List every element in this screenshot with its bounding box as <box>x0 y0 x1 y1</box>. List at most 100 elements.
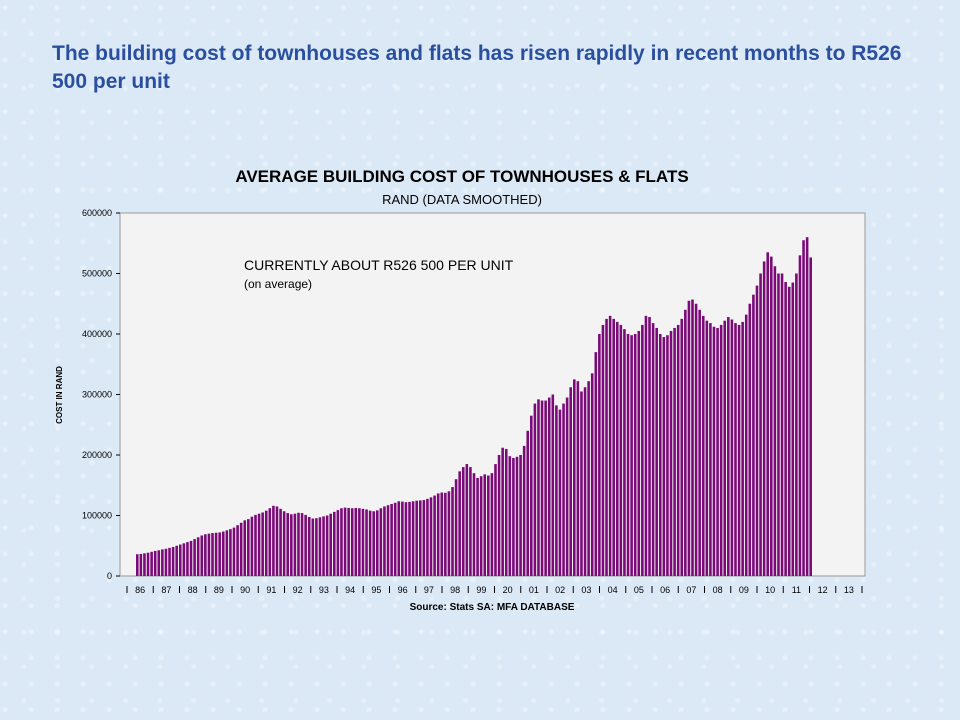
bar <box>469 467 472 576</box>
bar <box>340 508 343 576</box>
bar <box>565 397 569 576</box>
bar <box>684 309 687 576</box>
bar <box>279 508 282 576</box>
bar <box>623 329 626 576</box>
bar <box>669 330 673 576</box>
bar-chart: AVERAGE BUILDING COST OF TOWNHOUSES & FL… <box>55 167 866 613</box>
bar <box>730 319 734 576</box>
bar <box>236 525 239 576</box>
bar <box>487 475 490 576</box>
bar <box>143 553 146 576</box>
bar <box>404 502 408 576</box>
chart-subtitle: RAND (DATA SMOOTHED) <box>382 192 542 207</box>
bar <box>193 539 196 576</box>
bar <box>698 309 701 576</box>
bar <box>221 531 225 576</box>
bar <box>734 323 737 576</box>
bar <box>494 464 497 576</box>
bar <box>465 464 469 576</box>
bar <box>497 455 501 576</box>
bar <box>257 513 261 576</box>
x-tick-label: 96 <box>398 585 408 595</box>
y-tick-label: 100000 <box>82 511 112 521</box>
bar <box>268 508 272 576</box>
bar <box>558 409 562 577</box>
chart-title: AVERAGE BUILDING COST OF TOWNHOUSES & FL… <box>235 167 688 186</box>
bar <box>168 547 171 576</box>
chart-container: AVERAGE BUILDING COST OF TOWNHOUSES & FL… <box>0 150 960 630</box>
bar <box>415 500 418 576</box>
bar <box>748 303 752 576</box>
y-tick-label: 0 <box>107 571 112 581</box>
bar <box>547 397 551 576</box>
y-tick-label: 500000 <box>82 269 112 279</box>
x-tick-label: 10 <box>765 585 775 595</box>
x-tick-label: 04 <box>608 585 618 595</box>
bar <box>318 517 322 576</box>
bar <box>676 324 680 576</box>
bar <box>375 510 379 576</box>
bar <box>587 381 590 576</box>
bar <box>569 387 572 576</box>
bar <box>182 543 186 576</box>
bar <box>333 511 336 576</box>
bar <box>436 493 440 576</box>
bar <box>504 448 508 576</box>
bar <box>694 303 698 576</box>
bar <box>358 508 361 576</box>
bar <box>744 314 748 576</box>
bar <box>139 553 143 576</box>
bar <box>583 387 587 576</box>
bar <box>297 512 300 576</box>
bar <box>633 334 637 576</box>
x-tick-label: 11 <box>792 585 801 595</box>
bar <box>712 326 716 576</box>
bar <box>189 540 193 576</box>
bar <box>365 509 368 576</box>
bar <box>146 552 150 576</box>
bar <box>178 544 182 576</box>
x-tick-label: 94 <box>345 585 355 595</box>
bars-group <box>136 237 812 577</box>
bar <box>311 518 315 576</box>
x-tick-label: 08 <box>713 585 723 595</box>
bar <box>239 522 243 576</box>
bar <box>286 513 290 576</box>
bar <box>175 545 178 576</box>
bar <box>451 487 454 576</box>
bar <box>490 473 494 576</box>
bar <box>805 237 809 576</box>
bar <box>809 257 812 576</box>
x-tick-label: 06 <box>660 585 670 595</box>
x-tick-label: 09 <box>739 585 749 595</box>
bar <box>157 550 161 576</box>
bar <box>390 504 393 576</box>
x-tick-label: 01 <box>529 585 539 595</box>
x-tick-label: 20 <box>503 585 513 595</box>
bar <box>598 334 601 576</box>
bar <box>264 510 268 576</box>
bar <box>393 502 397 576</box>
bar <box>229 529 232 576</box>
bar <box>737 324 741 576</box>
bar <box>508 456 512 576</box>
x-tick-label: 12 <box>818 585 828 595</box>
bar <box>716 327 719 576</box>
bar <box>136 554 139 576</box>
bar <box>426 498 429 576</box>
bar <box>795 273 798 576</box>
bar <box>250 516 254 576</box>
bar <box>655 327 658 576</box>
bar <box>662 337 666 576</box>
bar <box>293 513 297 576</box>
bar <box>522 445 526 576</box>
bar <box>347 507 350 576</box>
bar <box>247 519 250 576</box>
bar <box>515 456 519 576</box>
bar <box>304 514 307 576</box>
bar <box>519 455 522 576</box>
bar <box>422 500 426 576</box>
bar <box>762 261 766 576</box>
bar <box>479 476 483 576</box>
bar <box>648 317 651 576</box>
